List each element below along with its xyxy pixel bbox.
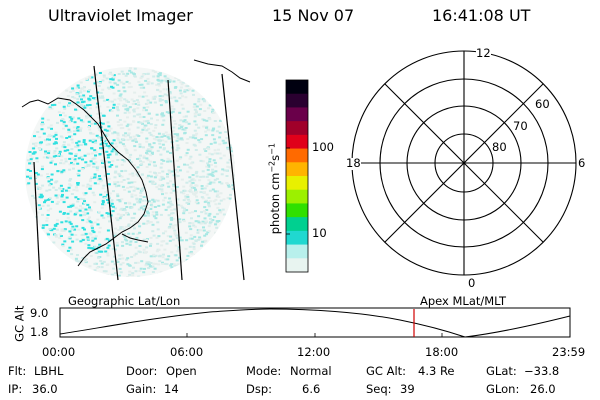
info-door-label: Door: bbox=[126, 364, 158, 378]
info-mode-label: Mode: bbox=[246, 364, 282, 378]
timeline-xtick: 23:59 bbox=[552, 345, 586, 359]
meridian-line bbox=[93, 65, 119, 281]
colorbar-tick-label: 100 bbox=[312, 140, 334, 154]
polar-diagonal bbox=[384, 83, 544, 243]
info-gain-value: 14 bbox=[164, 382, 179, 396]
timeline-xtick: 00:00 bbox=[42, 345, 76, 359]
coastline bbox=[121, 233, 149, 243]
info-ip-label: IP: bbox=[8, 382, 23, 396]
polar-plot bbox=[351, 50, 577, 276]
info-filter-value: LBHL bbox=[34, 364, 64, 378]
meridian-line bbox=[167, 79, 183, 281]
uv-pixel-field bbox=[25, 67, 235, 277]
info-glat-value: −33.8 bbox=[524, 364, 560, 378]
info-seq-value: 39 bbox=[400, 382, 415, 396]
mlat-label-70: 70 bbox=[513, 119, 528, 133]
info-door-value: Open bbox=[166, 364, 197, 378]
observation-date: 15 Nov 07 bbox=[272, 6, 355, 25]
meridian-lines bbox=[33, 65, 245, 281]
altitude-timeline bbox=[59, 307, 571, 338]
colorbar-tick-label: 10 bbox=[312, 226, 327, 240]
info-mode-value: Normal bbox=[290, 364, 332, 378]
mlt-label-12: 12 bbox=[476, 46, 491, 60]
mlat-label-60: 60 bbox=[535, 97, 550, 111]
altitude-curve bbox=[59, 308, 571, 338]
info-seq-label: Seq: bbox=[366, 382, 392, 396]
info-glon-value: 26.0 bbox=[530, 382, 556, 396]
meridian-line bbox=[33, 161, 41, 281]
geographic-panel-label: Geographic Lat/Lon bbox=[68, 294, 181, 308]
mlt-label-0: 0 bbox=[468, 276, 476, 290]
mlt-label-6: 6 bbox=[578, 156, 586, 170]
geographic-image-panel bbox=[21, 59, 251, 281]
info-glon-label: GLon: bbox=[486, 382, 520, 396]
polar-panel-label: Apex MLat/MLT bbox=[420, 294, 507, 308]
info-gcalt-label: GC Alt: bbox=[366, 364, 407, 378]
mlat-label-80: 80 bbox=[492, 140, 507, 154]
timeline-ytick: 1.8 bbox=[30, 325, 49, 339]
timeline-ylabel: GC Alt bbox=[12, 305, 27, 342]
coastline bbox=[21, 97, 149, 267]
info-filter-label: Flt: bbox=[8, 364, 27, 378]
colorbar-scale bbox=[285, 79, 309, 273]
info-gain-label: Gain: bbox=[126, 382, 157, 396]
info-ip-value: 36.0 bbox=[32, 382, 58, 396]
info-gcalt-value: 4.3 Re bbox=[418, 364, 455, 378]
meridian-line bbox=[221, 73, 245, 281]
info-glat-label: GLat: bbox=[486, 364, 517, 378]
observation-time: 16:41:08 UT bbox=[432, 6, 531, 25]
coastline bbox=[193, 59, 251, 83]
timeline-ytick: 9.0 bbox=[30, 306, 49, 320]
info-dsp-label: Dsp: bbox=[246, 382, 273, 396]
colorbar-axis-label: photon cm−2s−1 bbox=[267, 143, 283, 235]
mlt-label-18: 18 bbox=[346, 156, 361, 170]
timeline-xtick: 12:00 bbox=[297, 345, 331, 359]
timeline-xtick: 06:00 bbox=[170, 345, 204, 359]
instrument-title: Ultraviolet Imager bbox=[48, 6, 193, 25]
info-dsp-value: 6.6 bbox=[302, 382, 321, 396]
timeline-xtick: 18:00 bbox=[425, 345, 459, 359]
